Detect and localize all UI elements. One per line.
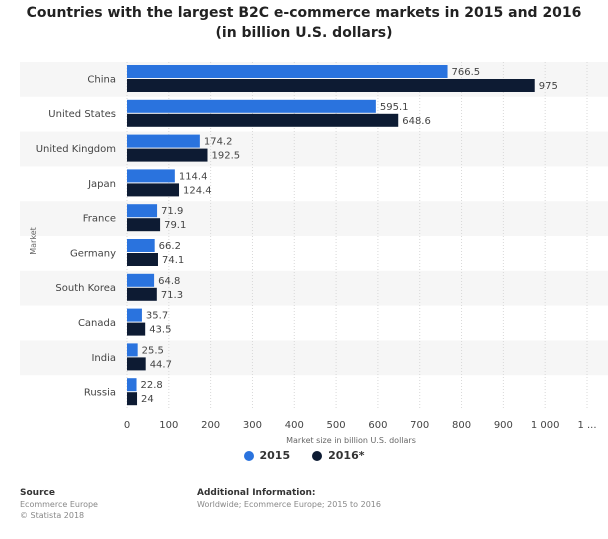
data-label: 66.2 [159,241,181,252]
x-tick-label: 700 [410,420,429,431]
data-label: 22.8 [141,380,163,391]
bar-2015 [127,273,155,287]
bar-2016 [127,218,161,232]
legend-item-2015[interactable]: 2015 [243,449,291,462]
bar-2016 [127,392,138,406]
category-label: China [87,74,116,85]
row-band [20,340,608,376]
data-label: 43.5 [149,325,171,336]
additional-info-line: Worldwide; Ecommerce Europe; 2015 to 201… [197,500,381,509]
category-label: Germany [70,248,116,259]
data-label: 975 [539,81,558,92]
source-heading: Source [20,488,55,498]
category-label: Canada [78,318,116,329]
bar-2016 [127,322,146,336]
legend-item-2016[interactable]: 2016* [312,449,365,462]
chart-subtitle-line: (in billion U.S. dollars) [215,25,393,41]
source-line-1: Ecommerce Europe [20,500,98,509]
data-label: 64.8 [158,276,180,287]
legend-dot-2016 [312,450,323,461]
data-label: 124.4 [183,185,212,196]
bar-2016 [127,287,157,301]
category-label: Russia [84,388,116,399]
x-tick-label: 600 [368,420,387,431]
bar-2015 [127,239,155,252]
bar-2015 [127,134,200,148]
bar-2016 [127,253,158,266]
bar-2015 [127,378,137,392]
data-label: 71.9 [161,206,183,217]
source-line-2: © Statista 2018 [20,511,85,520]
x-tick-label: 900 [494,420,513,431]
data-label: 25.5 [142,345,164,356]
data-label: 648.6 [402,116,431,127]
bar-2016 [127,183,180,197]
category-label: United States [48,109,116,120]
x-tick-label: 100 [159,420,178,431]
x-tick-label: 500 [327,420,346,431]
data-label: 595.1 [380,102,409,113]
data-label: 192.5 [212,151,241,162]
x-axis: 0 100 200 300 400 500 600 700 800 900 1 000 1 ... Ma… [29,227,597,445]
chart-title: Countries with the largest B2C e-commerc… [0,3,608,43]
source-block: Source Ecommerce Europe © Statista 2018 [20,488,98,521]
bar-2016 [127,79,535,92]
data-label: 24 [141,394,154,405]
category-label: India [91,353,116,364]
x-tick-label: 300 [243,420,262,431]
data-label: 74.1 [162,255,184,266]
category-label: Japan [87,179,116,190]
data-label: 174.2 [204,137,233,148]
x-tick-label: 200 [201,420,220,431]
data-label: 44.7 [150,359,172,370]
data-label: 114.4 [179,171,208,182]
chart-title-line: Countries with the largest B2C e-commerc… [26,5,582,21]
legend-label-2016: 2016* [328,449,365,462]
legend: 2015 2016* [0,449,608,462]
data-label: 766.5 [452,67,481,78]
category-label: France [83,214,116,225]
bar-2016 [127,148,208,162]
bar-2015 [127,204,158,218]
bar-chart: 766.5 975 China 595.1 648.6 United States 174.… [20,62,608,445]
x-tick-label: 1 000 [531,420,560,431]
legend-label-2015: 2015 [259,449,291,462]
y-axis-title: Market [29,227,38,255]
category-label: United Kingdom [36,144,116,155]
bar-2015 [127,169,175,183]
bar-2015 [127,308,142,322]
bar-2015 [127,99,376,113]
row-band [20,270,608,306]
x-tick-label: 1 ... [577,420,596,431]
bar-2015 [127,65,448,78]
labels: 766.5 975 China 595.1 648.6 United States 174.… [36,67,558,405]
additional-info-heading: Additional Information: [197,488,316,498]
row-band [20,131,608,167]
bar-2015 [127,343,138,357]
row-band [20,201,608,236]
data-label: 79.1 [164,220,186,231]
additional-info-block: Additional Information: Worldwide; Ecomm… [197,488,381,510]
bars [127,65,535,406]
bar-2016 [127,357,146,371]
x-axis-title: Market size in billion U.S. dollars [286,436,416,445]
x-tick-label: 800 [452,420,471,431]
x-tick-label: 400 [285,420,304,431]
category-label: South Korea [55,283,116,294]
bar-2016 [127,113,399,127]
x-tick-label: 0 [124,420,130,431]
data-label: 35.7 [146,311,168,322]
legend-dot-2015 [243,450,254,461]
data-label: 71.3 [161,290,183,301]
